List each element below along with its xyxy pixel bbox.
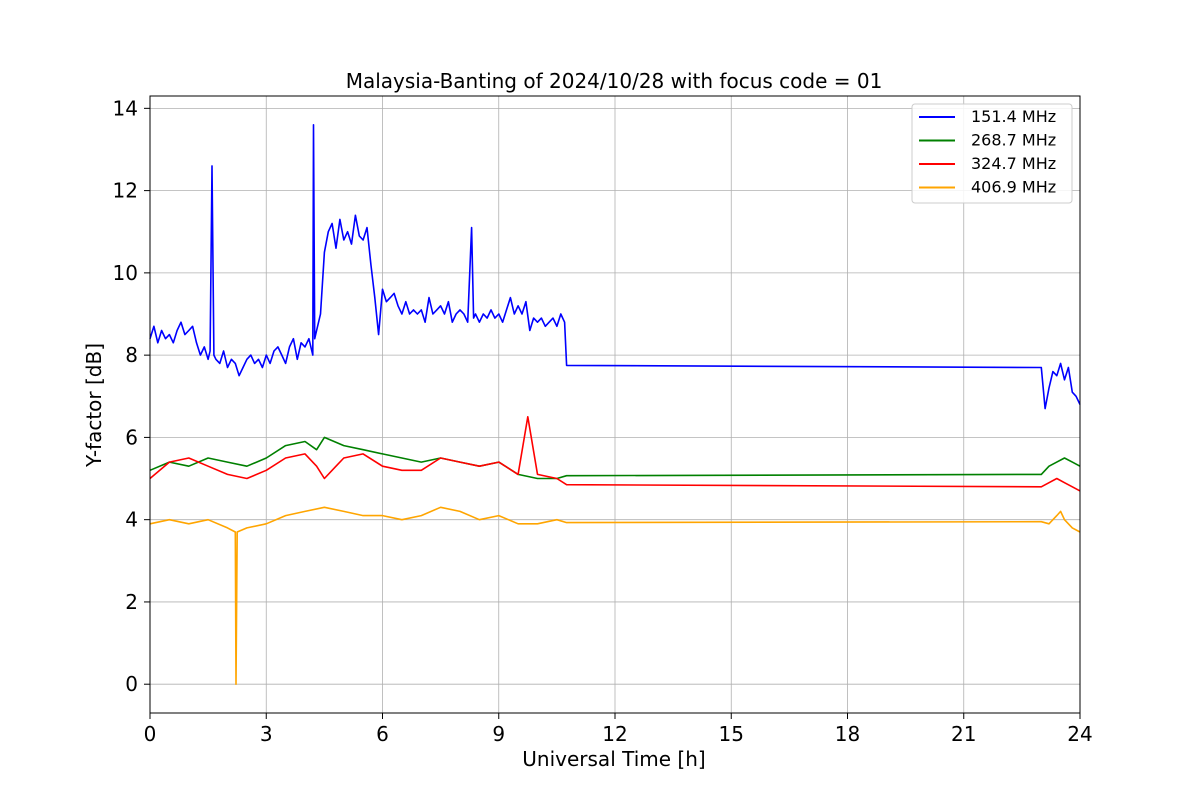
x-tick-label: 0 <box>144 722 157 746</box>
x-tick-label: 21 <box>951 722 976 746</box>
legend-label-406-9-mhz: 406.9 MHz <box>971 178 1056 197</box>
x-tick-label: 15 <box>719 722 744 746</box>
x-axis: 0 3 6 9 12 15 18 21 24 <box>144 713 1093 746</box>
series-line-268-7-mhz <box>149 436 1081 480</box>
x-axis-label: Universal Time [h] <box>522 747 705 771</box>
x-tick-label: 18 <box>835 722 860 746</box>
y-tick-label: 4 <box>125 508 138 532</box>
series-line-406-9-mhz <box>149 506 1081 686</box>
grid <box>149 96 1081 713</box>
y-axis-label: Y-factor [dB] <box>82 343 106 468</box>
chart-title: Malaysia-Banting of 2024/10/28 with focu… <box>346 69 883 93</box>
x-tick-label: 12 <box>602 722 627 746</box>
x-tick-label: 3 <box>260 722 273 746</box>
y-tick-label: 12 <box>113 179 138 203</box>
series-line-151-4-mhz <box>149 124 1081 410</box>
y-tick-label: 10 <box>113 261 138 285</box>
x-tick-label: 9 <box>492 722 505 746</box>
y-tick-label: 8 <box>125 343 138 367</box>
y-tick-label: 14 <box>113 96 138 120</box>
series-line-324-7-mhz <box>149 415 1081 492</box>
legend-label-268-7-mhz: 268.7 MHz <box>971 131 1056 150</box>
legend-box <box>911 103 1073 204</box>
legend-label-324-7-mhz: 324.7 MHz <box>971 154 1056 173</box>
y-tick-label: 0 <box>125 672 138 696</box>
y-tick-label: 2 <box>125 590 138 614</box>
y-tick-label: 6 <box>125 425 138 449</box>
y-axis: 0 2 4 6 8 10 12 14 <box>113 96 150 696</box>
x-tick-label: 6 <box>376 722 389 746</box>
x-tick-label: 24 <box>1067 722 1092 746</box>
legend-label-151-4-mhz: 151.4 MHz <box>971 107 1056 126</box>
legend: 151.4 MHz 268.7 MHz 324.7 MHz 406.9 MHz <box>911 103 1073 204</box>
series-lines <box>149 124 1081 686</box>
